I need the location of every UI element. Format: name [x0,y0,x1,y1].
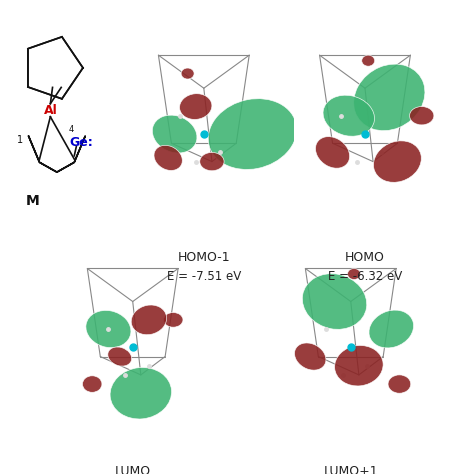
Ellipse shape [82,376,102,392]
Ellipse shape [152,115,197,153]
Ellipse shape [374,141,421,182]
Ellipse shape [302,273,367,329]
Ellipse shape [410,107,434,125]
Ellipse shape [347,268,361,280]
Ellipse shape [369,310,414,348]
Text: 4: 4 [68,125,73,134]
Ellipse shape [200,153,224,171]
Ellipse shape [86,310,131,347]
Text: Ge:: Ge: [69,137,92,149]
Text: E = -7.51 eV: E = -7.51 eV [167,270,241,283]
Text: HOMO-1: HOMO-1 [177,251,230,264]
Ellipse shape [388,375,411,393]
Text: Al: Al [44,104,57,117]
Ellipse shape [131,305,167,335]
Ellipse shape [181,68,194,79]
Text: LUMO+1: LUMO+1 [323,465,378,474]
Ellipse shape [362,55,375,66]
Text: M: M [26,194,40,209]
Ellipse shape [335,346,383,386]
Text: LUMO: LUMO [115,465,151,474]
Ellipse shape [110,367,172,419]
Ellipse shape [164,312,183,327]
Text: HOMO: HOMO [345,251,385,264]
Text: E = -6.32 eV: E = -6.32 eV [328,270,402,283]
Ellipse shape [316,137,350,168]
Ellipse shape [323,95,374,136]
Ellipse shape [294,343,326,370]
Ellipse shape [108,347,132,366]
Text: 1: 1 [17,135,23,145]
Ellipse shape [180,94,212,119]
Ellipse shape [354,64,425,131]
Ellipse shape [208,99,297,170]
Ellipse shape [154,146,182,171]
